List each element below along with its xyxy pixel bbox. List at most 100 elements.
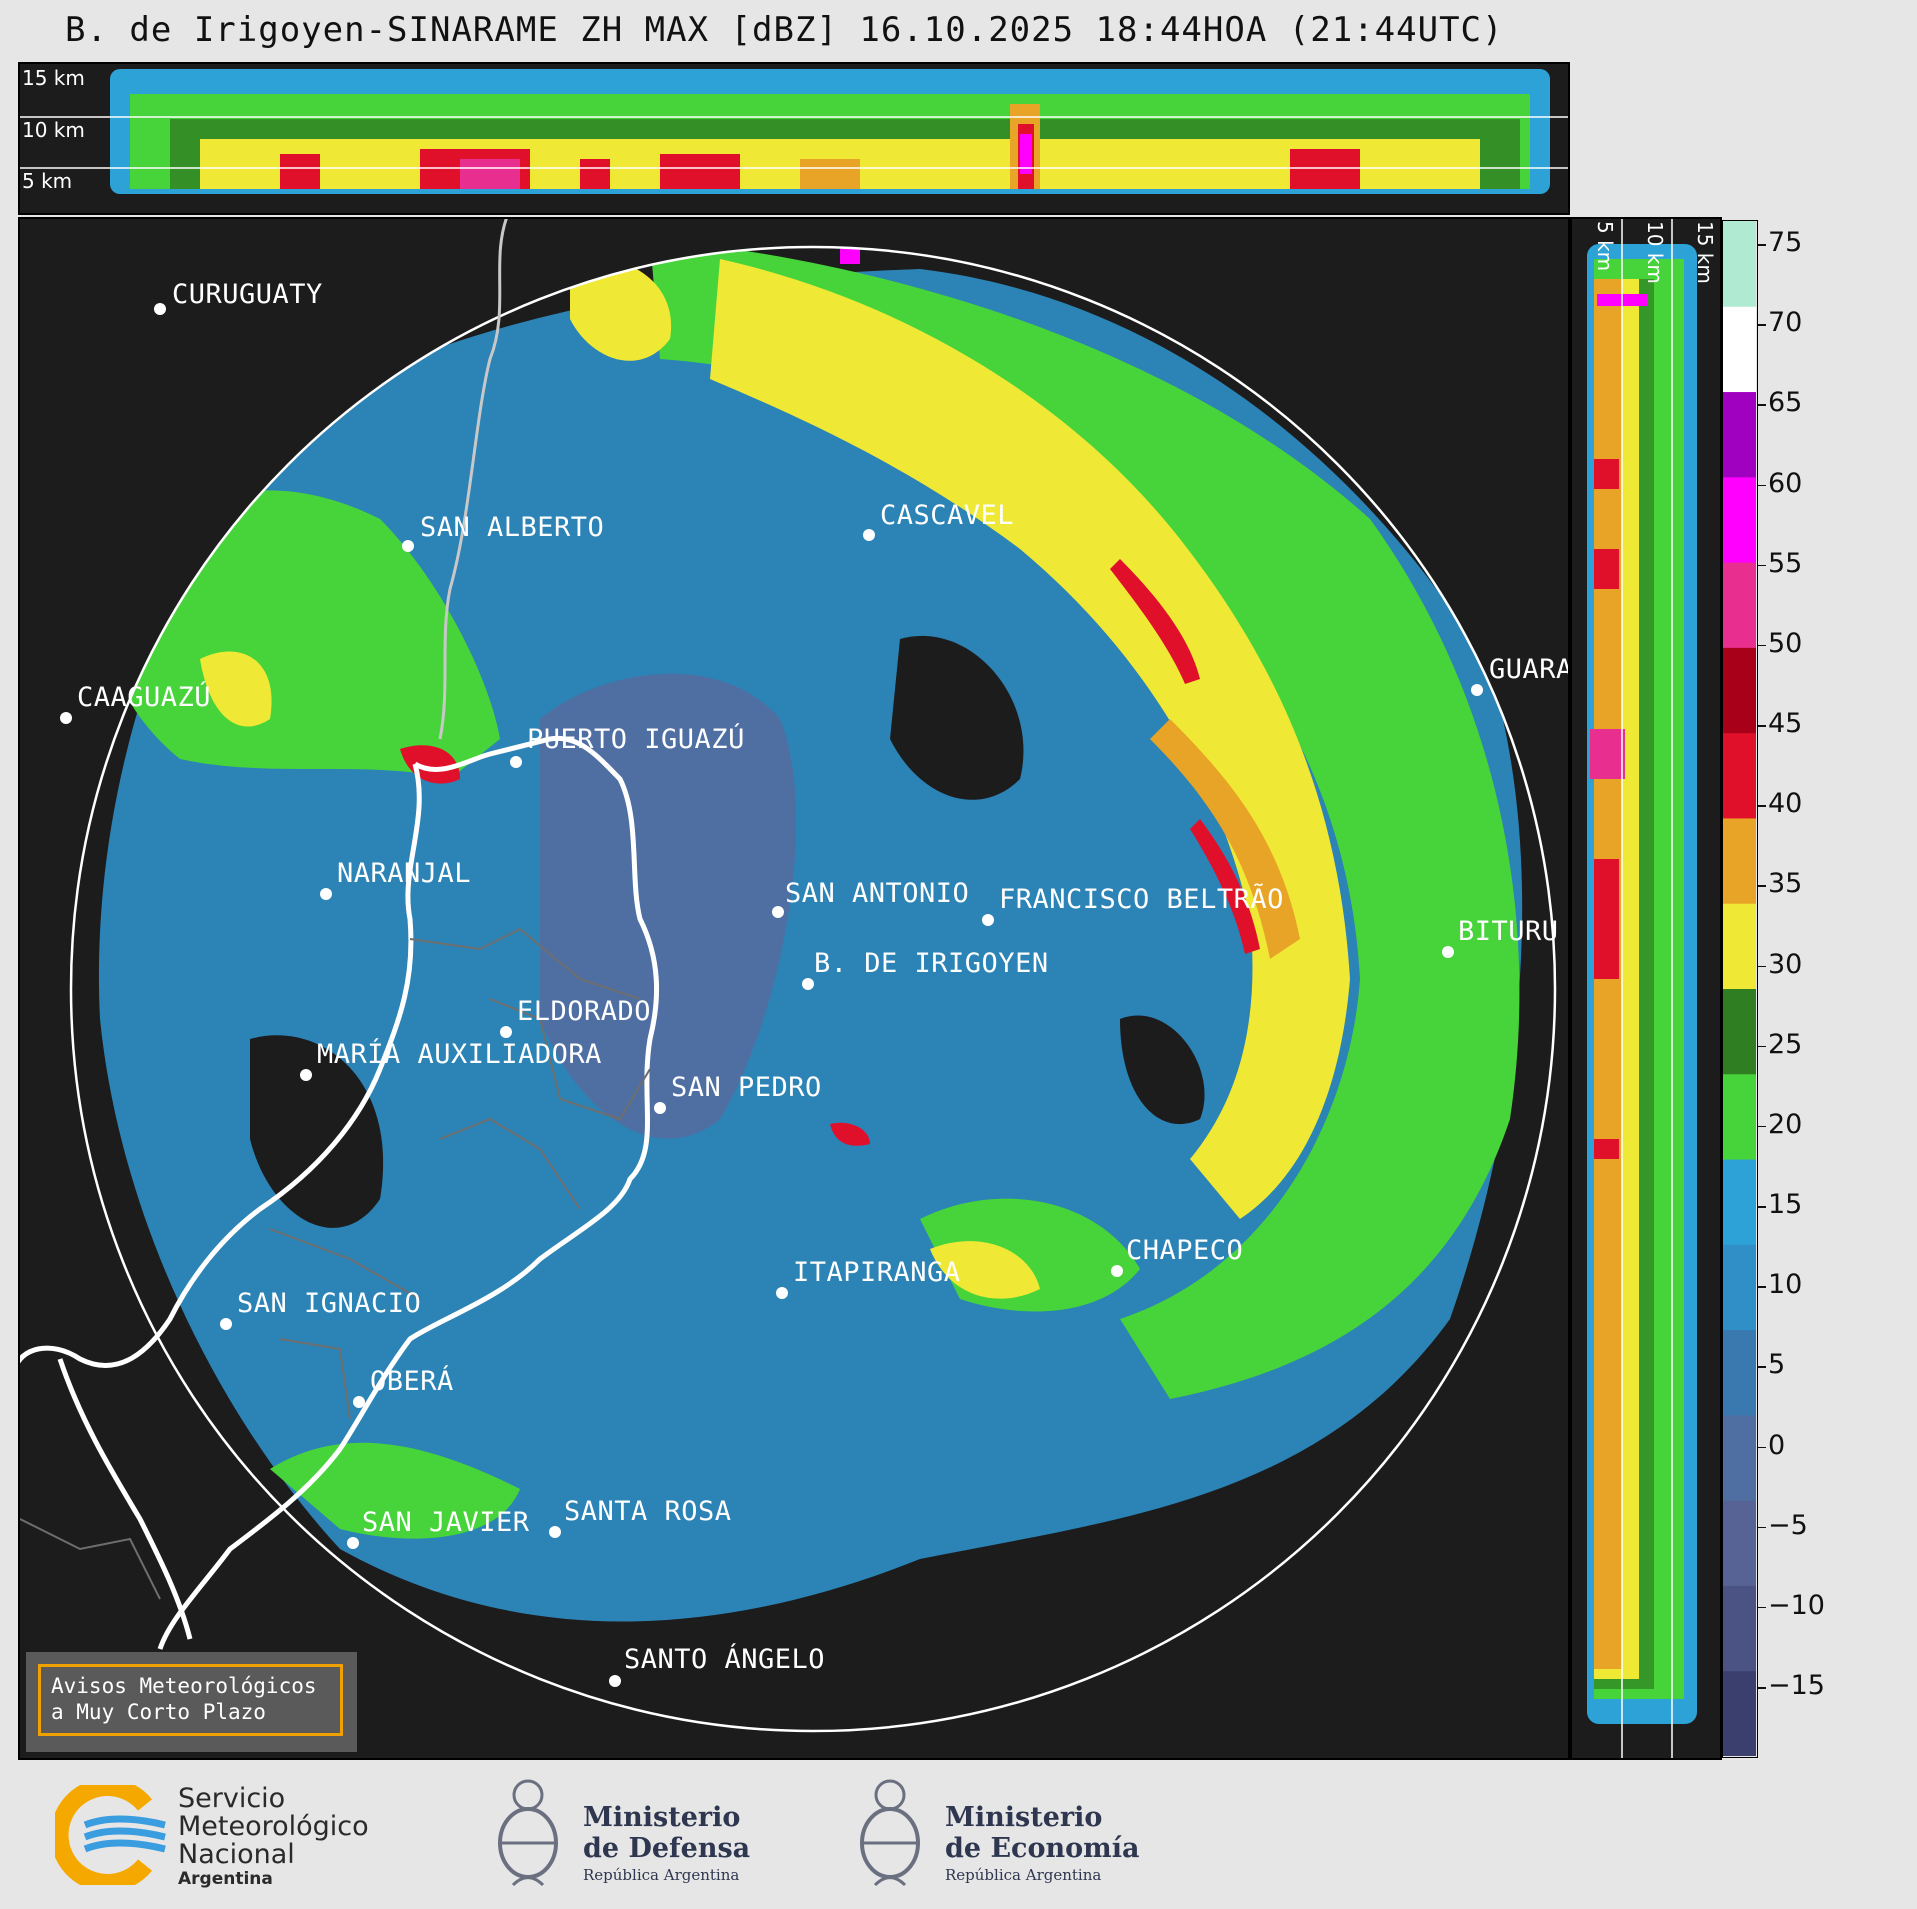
city-dot-san-pedro [654, 1102, 666, 1114]
colorbar-segment [1723, 1670, 1756, 1757]
city-dot-naranjal [320, 888, 332, 900]
colorbar-tick-mark [1758, 1446, 1766, 1448]
city-dot-san-ignacio [220, 1318, 232, 1330]
economia-line-3: República Argentina [945, 1866, 1102, 1884]
colorbar-tick-label: 60 [1768, 467, 1803, 499]
city-label-cascavel: CASCAVEL [880, 500, 1015, 531]
colorbar-tick-mark [1758, 1606, 1766, 1609]
city-label-santa-rosa: SANTA ROSA [564, 1496, 732, 1527]
defensa-line-1: Ministerio [583, 1802, 741, 1833]
colorbar-segment [1723, 1414, 1756, 1501]
city-label-naranjal: NARANJAL [337, 858, 472, 889]
economia-line-2: de Economía [945, 1833, 1140, 1864]
colorbar-segment [1723, 1159, 1756, 1245]
reflectivity-colorbar [1722, 220, 1758, 1758]
colorbar-tick-mark [1758, 324, 1766, 326]
colorbar-tick-mark [1758, 564, 1766, 567]
city-label-b-de-irigoyen: B. DE IRIGOYEN [814, 948, 1049, 979]
colorbar-tick-label: 35 [1768, 868, 1803, 900]
colorbar-tick-mark [1758, 1366, 1766, 1368]
colorbar-tick-label: 40 [1768, 788, 1803, 820]
warning-box: Avisos Meteorológicos a Muy Corto Plazo [26, 1652, 357, 1752]
city-dot-san-antonio [772, 906, 784, 918]
smn-line-4: Argentina [178, 1869, 273, 1889]
city-label-maria-auxiliadora: MARÍA AUXILIADORA [317, 1039, 602, 1070]
colorbar-tick-mark [1758, 644, 1766, 647]
city-label-obera: OBERÁ [370, 1366, 454, 1397]
city-label-san-alberto: SAN ALBERTO [420, 512, 605, 543]
colorbar-segment [1723, 476, 1756, 563]
top-cross-section-panel: 15 km 10 km 5 km [18, 62, 1570, 215]
defensa-line-3: República Argentina [583, 1866, 740, 1884]
colorbar-tick-mark [1758, 1125, 1766, 1128]
city-dot-puerto-iguazu [510, 756, 522, 768]
city-label-san-javier: SAN JAVIER [362, 1507, 530, 1538]
colorbar-tick-label: −15 [1768, 1670, 1825, 1701]
colorbar-gradient [1723, 221, 1756, 1757]
city-dot-chapeco [1111, 1265, 1123, 1277]
colorbar-segment [1723, 732, 1756, 819]
height-label-15km-side: 15 km [1693, 221, 1717, 284]
colorbar-tick-label: 65 [1768, 387, 1803, 419]
colorbar-segment [1723, 817, 1756, 904]
radar-map-panel: CURUGUATY SAN ALBERTO CASCAVEL CAAGUAZÚ … [18, 217, 1570, 1760]
colorbar-segment [1723, 647, 1756, 734]
city-label-caaguazu: CAAGUAZÚ [77, 682, 212, 713]
colorbar-tick-label: 75 [1768, 227, 1803, 258]
colorbar-tick-label: 50 [1768, 627, 1803, 659]
city-dot-san-alberto [402, 540, 414, 552]
colorbar-tick-mark [1758, 965, 1766, 967]
economia-line-1: Ministerio [945, 1802, 1103, 1833]
smn-logo-icon [55, 1785, 166, 1885]
city-dot-curuguaty [154, 303, 166, 315]
city-label-itapiranga: ITAPIRANGA [793, 1257, 961, 1288]
colorbar-tick-label: 25 [1768, 1028, 1803, 1060]
city-label-francisco-beltrao: FRANCISCO BELTRÃO [999, 884, 1284, 915]
city-dot-eldorado [500, 1026, 512, 1038]
city-label-guara: GUARA [1489, 654, 1570, 685]
colorbar-tick-mark [1758, 1206, 1766, 1208]
colorbar-segment [1723, 221, 1756, 307]
colorbar-tick-mark [1758, 885, 1766, 887]
smn-line-1: Servicio [178, 1783, 286, 1814]
city-label-san-ignacio: SAN IGNACIO [237, 1288, 422, 1319]
colorbar-tick-mark [1758, 1045, 1766, 1048]
colorbar-segment [1723, 1585, 1756, 1672]
colorbar-tick-label: −5 [1768, 1509, 1808, 1541]
city-label-san-antonio: SAN ANTONIO [785, 878, 970, 909]
smn-line-2: Meteorológico [178, 1811, 369, 1842]
colorbar-tick-mark [1758, 1526, 1766, 1529]
city-dot-caaguazu [60, 712, 72, 724]
colorbar-tick-label: 10 [1768, 1269, 1803, 1301]
colorbar-tick-label: 5 [1768, 1349, 1786, 1381]
colorbar-segment [1723, 988, 1756, 1075]
colorbar-tick-mark [1758, 805, 1766, 807]
colorbar-tick-label: 70 [1768, 307, 1803, 339]
city-dot-san-javier [347, 1537, 359, 1549]
city-dot-obera [353, 1396, 365, 1408]
city-label-chapeco: CHAPECO [1126, 1235, 1244, 1266]
height-label-5km: 5 km [22, 169, 73, 193]
side-cross-section-panel: 5 km 10 km 15 km [1570, 217, 1722, 1760]
city-dot-santa-rosa [549, 1526, 561, 1538]
colorbar-tick-mark [1758, 725, 1766, 727]
colorbar-tick-mark [1758, 1687, 1766, 1689]
city-dot-santo-angelo [609, 1675, 621, 1687]
colorbar-tick-label: 20 [1768, 1108, 1803, 1140]
city-label-eldorado: ELDORADO [517, 996, 652, 1027]
colorbar-segment [1723, 1329, 1756, 1416]
colorbar-segment [1723, 1500, 1756, 1586]
warning-line-2: a Muy Corto Plazo [51, 1700, 266, 1724]
colorbar-tick-label: −10 [1768, 1589, 1825, 1621]
radar-reflectivity-map [20, 219, 1557, 1733]
coat-of-arms-defensa-icon [498, 1779, 558, 1887]
height-label-5km-side: 5 km [1593, 221, 1617, 272]
smn-line-3: Nacional [178, 1839, 295, 1870]
colorbar-segment [1723, 903, 1756, 989]
colorbar-tick-label: 15 [1768, 1189, 1803, 1220]
defensa-line-2: de Defensa [583, 1833, 751, 1864]
city-dot-itapiranga [776, 1287, 788, 1299]
colorbar-tick-label: 30 [1768, 948, 1803, 980]
colorbar-tick-mark [1758, 404, 1766, 406]
side-cross-section-echoes [1587, 219, 1697, 1758]
